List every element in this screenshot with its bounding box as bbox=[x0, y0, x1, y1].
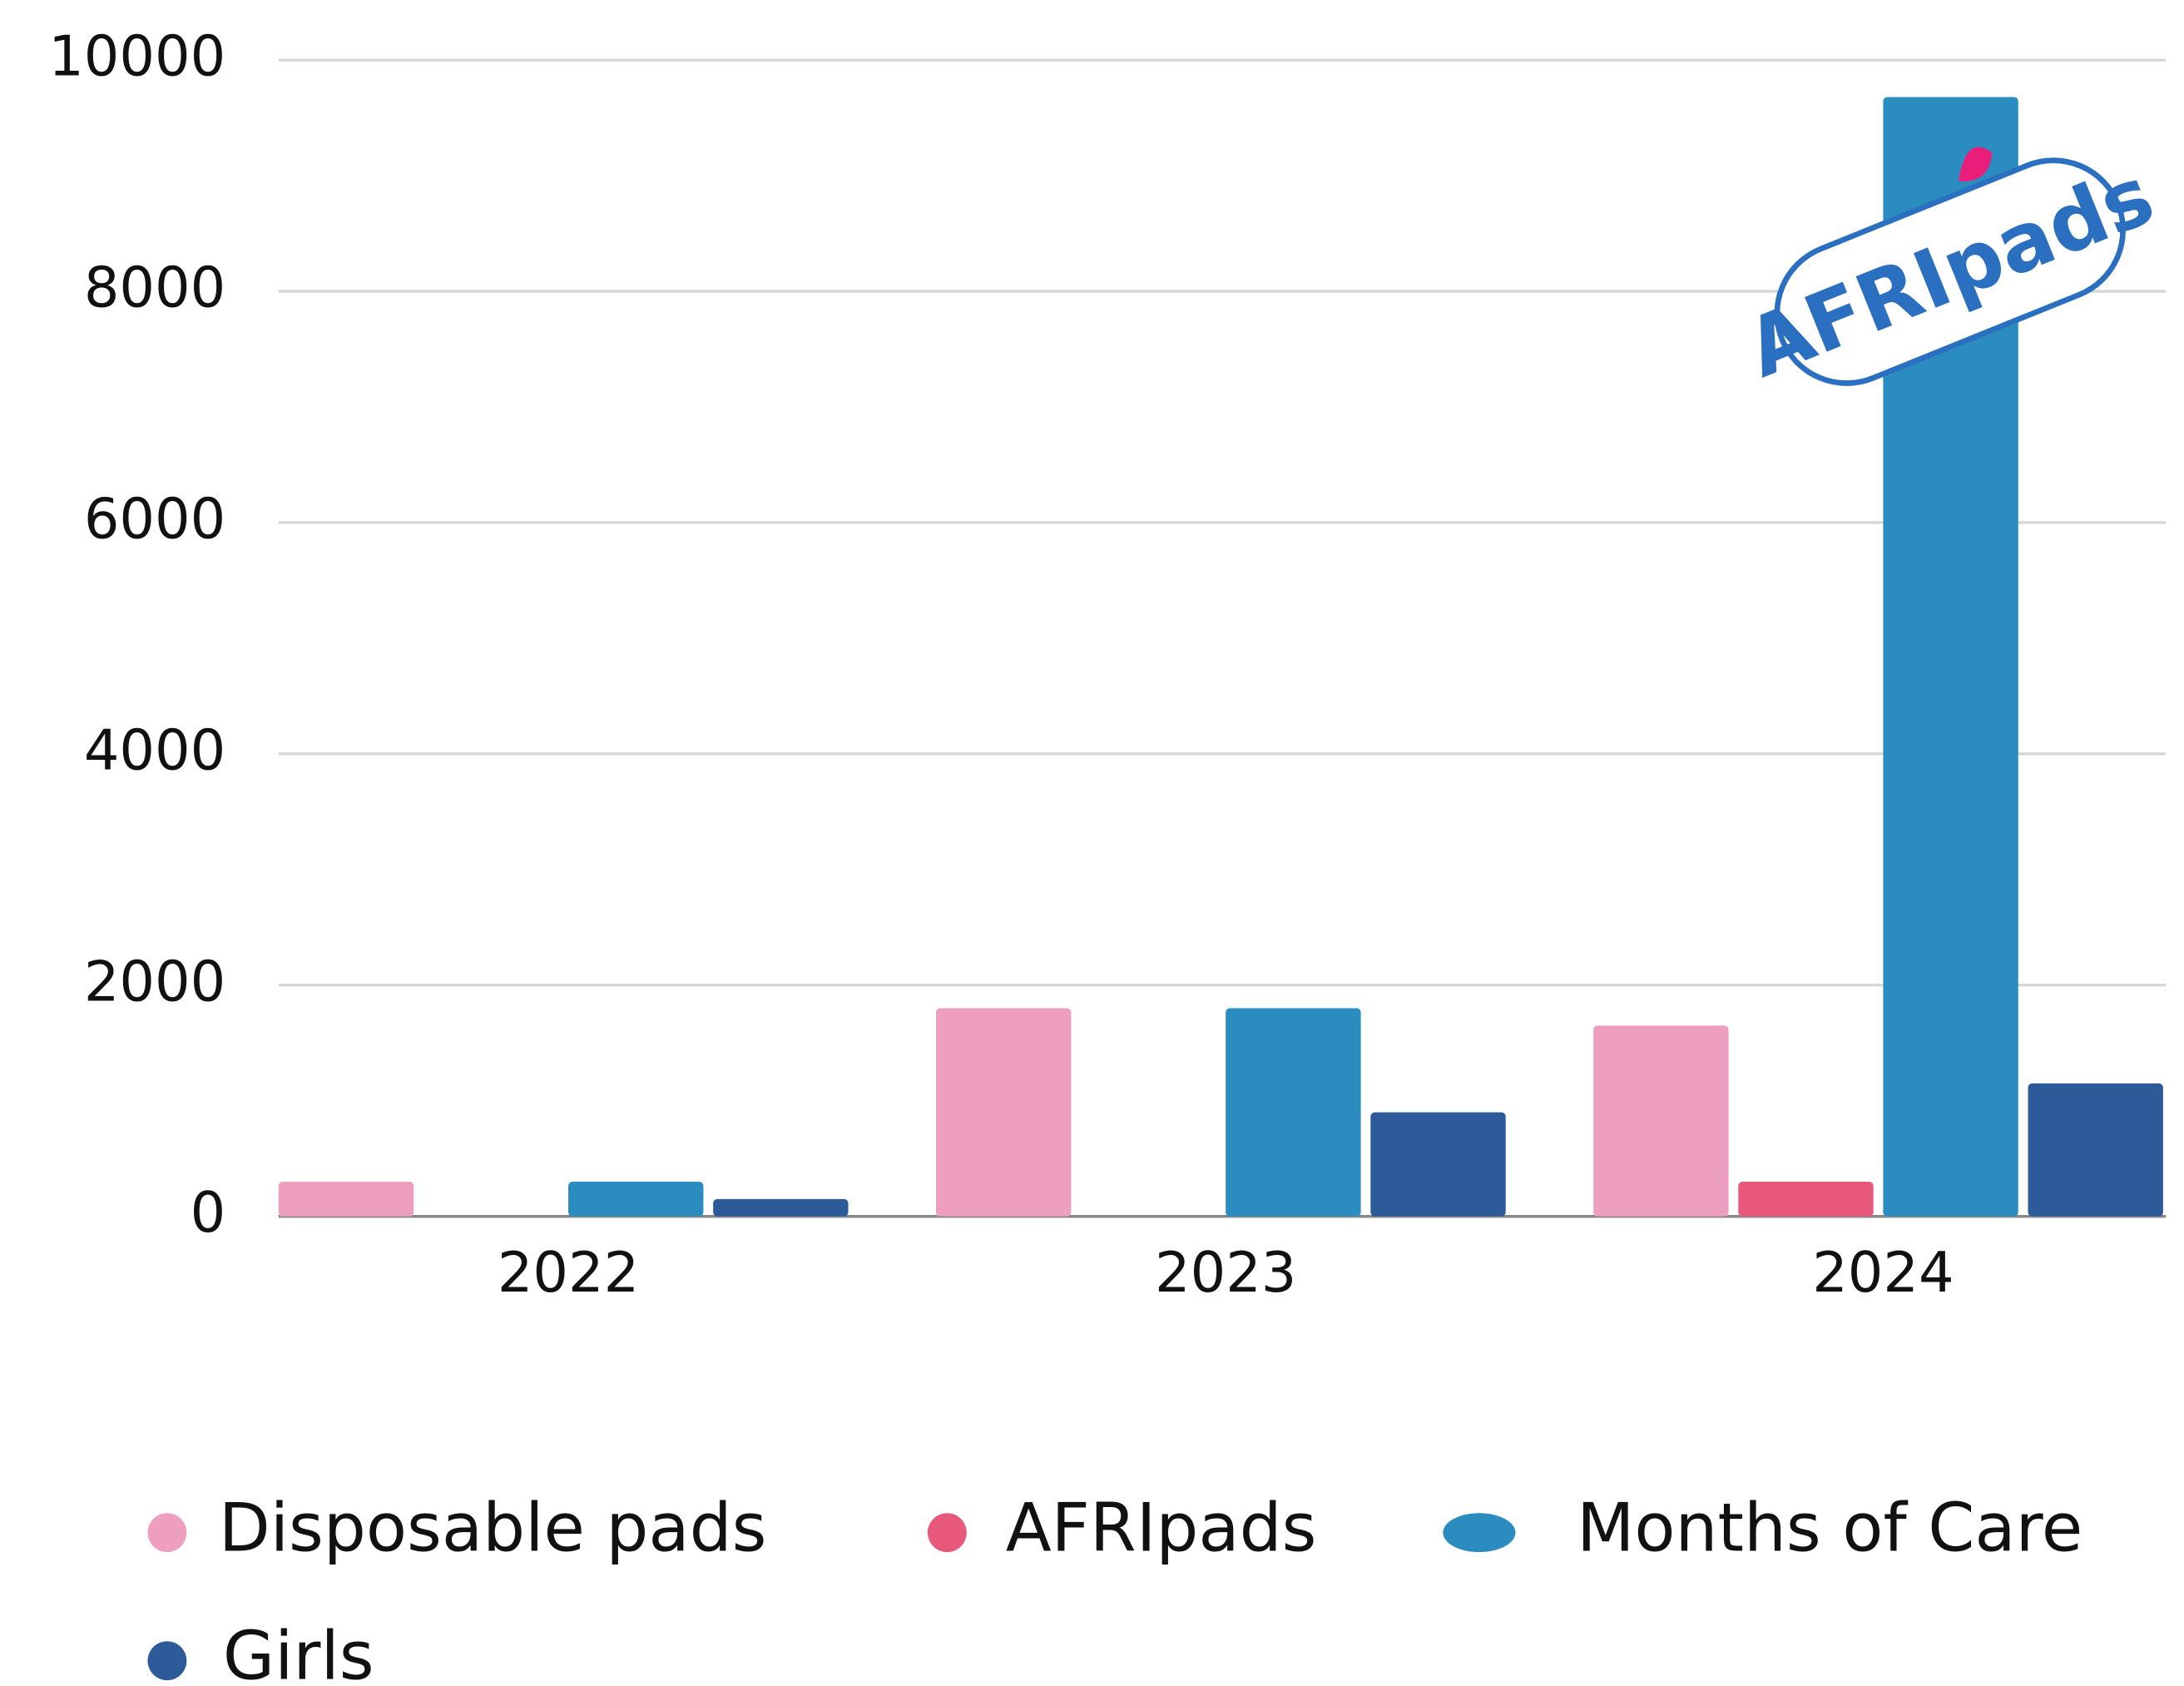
bar bbox=[1883, 97, 2018, 1217]
y-tick-label: 4000 bbox=[84, 717, 225, 782]
bar bbox=[568, 1181, 704, 1217]
legend-label: AFRIpads bbox=[1006, 1489, 1317, 1567]
bar bbox=[1593, 1025, 1729, 1217]
y-tick-label: 0 bbox=[191, 1180, 226, 1245]
bar bbox=[278, 1181, 414, 1217]
bar bbox=[936, 1008, 1072, 1217]
logo-badge bbox=[1774, 157, 2126, 386]
bar bbox=[1738, 1181, 1874, 1217]
y-tick-label: 8000 bbox=[84, 255, 225, 320]
x-tick-label: 2024 bbox=[1812, 1240, 1954, 1305]
plot: 0 2000 4000 6000 8000 10000 2022 2023 2024 Dispos… bbox=[48, 24, 2167, 1686]
bar bbox=[713, 1198, 849, 1217]
legend-label: Months of Care bbox=[1577, 1489, 2082, 1567]
x-tick-label: 2022 bbox=[498, 1240, 639, 1305]
y-tick-label: 10000 bbox=[48, 24, 225, 89]
logo-leaf bbox=[1958, 146, 1993, 181]
legend-marker bbox=[147, 1641, 187, 1681]
legend-marker bbox=[927, 1513, 967, 1553]
legend-marker bbox=[1443, 1513, 1516, 1553]
legend-label: Girls bbox=[223, 1617, 374, 1686]
bar bbox=[1226, 1008, 1361, 1217]
x-tick-label: 2023 bbox=[1155, 1240, 1296, 1305]
y-tick-label: 6000 bbox=[84, 487, 225, 552]
legend-marker bbox=[147, 1513, 187, 1553]
y-tick-label: 2000 bbox=[84, 949, 225, 1014]
legend-label: Disposable pads bbox=[219, 1489, 767, 1567]
bar bbox=[1370, 1112, 1506, 1217]
bar bbox=[2028, 1083, 2163, 1217]
